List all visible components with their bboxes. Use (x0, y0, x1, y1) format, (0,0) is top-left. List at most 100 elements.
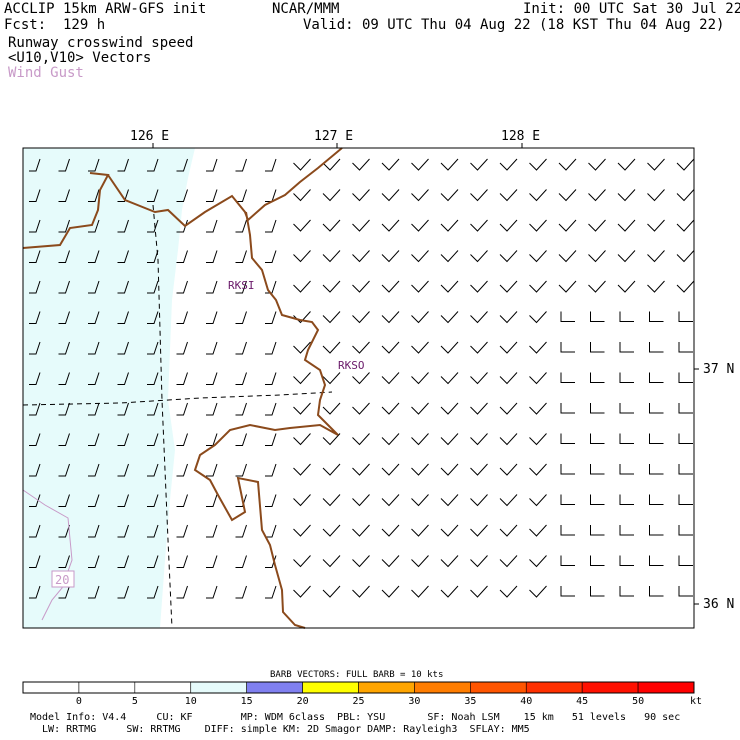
wind-barb (558, 219, 577, 232)
wind-barb (352, 463, 370, 476)
wind-barb (235, 311, 247, 324)
wind-barb (499, 372, 518, 385)
wind-barb (470, 494, 488, 507)
wind-barb (529, 311, 547, 324)
wind-barb (529, 158, 547, 171)
wind-barb (649, 586, 664, 597)
wind-barb (322, 311, 341, 324)
wind-barb (58, 524, 70, 538)
wind-barb (529, 463, 547, 476)
wind-barb (293, 189, 311, 202)
colorbar-segment (22, 681, 80, 694)
wind-barb (117, 372, 129, 385)
wind-barb (588, 219, 606, 232)
wind-barb (29, 463, 41, 477)
colorbar-tick-label: 5 (132, 696, 138, 707)
wind-barb (499, 524, 518, 537)
wind-barb (235, 585, 247, 599)
wind-barb (147, 402, 159, 416)
wind-barb (117, 341, 129, 355)
wind-barb (411, 494, 429, 507)
wind-barb (649, 464, 664, 475)
wind-barb (560, 372, 575, 383)
wind-barb (293, 494, 311, 507)
colorbar-tick-label: 25 (353, 696, 365, 707)
wind-barb (235, 189, 247, 202)
wind-barb (440, 341, 459, 354)
wind-barb (58, 341, 70, 355)
wind-barb (147, 250, 159, 263)
valid-time: Valid: 09 UTC Thu 04 Aug 22 (18 KST Thu … (303, 17, 725, 33)
wind-barb (381, 463, 400, 476)
wind-barb (381, 219, 400, 232)
wind-barb (176, 555, 188, 568)
wind-barb (440, 280, 459, 293)
wind-barb (265, 494, 277, 507)
wind-barb (590, 433, 605, 444)
wind-barb (88, 158, 100, 172)
wind-barb (529, 585, 547, 598)
wind-barb (588, 250, 606, 263)
lat-label-37: 37 N (703, 362, 734, 377)
wind-barb (617, 280, 636, 293)
wind-barb (265, 158, 277, 172)
wind-barb (206, 463, 218, 477)
wind-barb (29, 555, 41, 568)
wind-barb (590, 494, 605, 505)
wind-barb (676, 219, 695, 232)
colorbar-segment (414, 681, 471, 694)
wind-barb (235, 372, 247, 385)
wind-barb (206, 189, 218, 202)
wind-barb (558, 189, 577, 202)
wind-barb (58, 158, 70, 172)
wind-barb (293, 219, 311, 232)
wind-barb (352, 524, 370, 537)
wind-barb (470, 433, 488, 446)
wind-barb (117, 280, 129, 294)
wind-barb (440, 494, 459, 507)
wind-barb (411, 402, 429, 415)
wind-barb (411, 524, 429, 537)
wind-barb (88, 494, 100, 507)
wind-barb (117, 402, 129, 416)
wind-barb (235, 524, 247, 538)
wind-barb (88, 250, 100, 263)
wind-barb (176, 402, 188, 416)
wind-barb (58, 494, 70, 507)
wind-barb (678, 372, 693, 383)
wind-barb (29, 158, 41, 172)
wind-barb (352, 280, 370, 293)
wind-barb (58, 372, 70, 385)
wind-barb (88, 341, 100, 355)
wind-barb (117, 524, 129, 538)
wind-barb (381, 372, 400, 385)
axis-ticks (152, 143, 699, 605)
wind-barb (265, 402, 277, 416)
wind-barb (411, 250, 429, 263)
wind-barb (265, 585, 277, 599)
wind-barb (499, 189, 518, 202)
wind-barb (560, 525, 575, 536)
wind-barb (352, 555, 370, 568)
colorbar-tick-label: 0 (76, 696, 82, 707)
wind-barb (558, 158, 577, 171)
wind-barb (440, 250, 459, 263)
wind-barb (29, 494, 41, 507)
wind-barb (499, 433, 518, 446)
wind-barb (322, 372, 341, 385)
wind-barb (58, 463, 70, 477)
wind-barb (176, 341, 188, 355)
wind-barb (235, 463, 247, 477)
wind-barb (560, 555, 575, 566)
wind-barb (58, 189, 70, 202)
wind-barb (529, 372, 547, 385)
wind-barb (147, 189, 159, 202)
wind-barb (647, 189, 665, 202)
wind-barb (88, 585, 100, 599)
wind-barb (440, 372, 459, 385)
field-title: Runway crosswind speed (8, 35, 194, 51)
province-boundaries (22, 204, 333, 629)
wind-barb (117, 250, 129, 263)
colorbar-segment (470, 681, 527, 694)
wind-barb (470, 189, 488, 202)
